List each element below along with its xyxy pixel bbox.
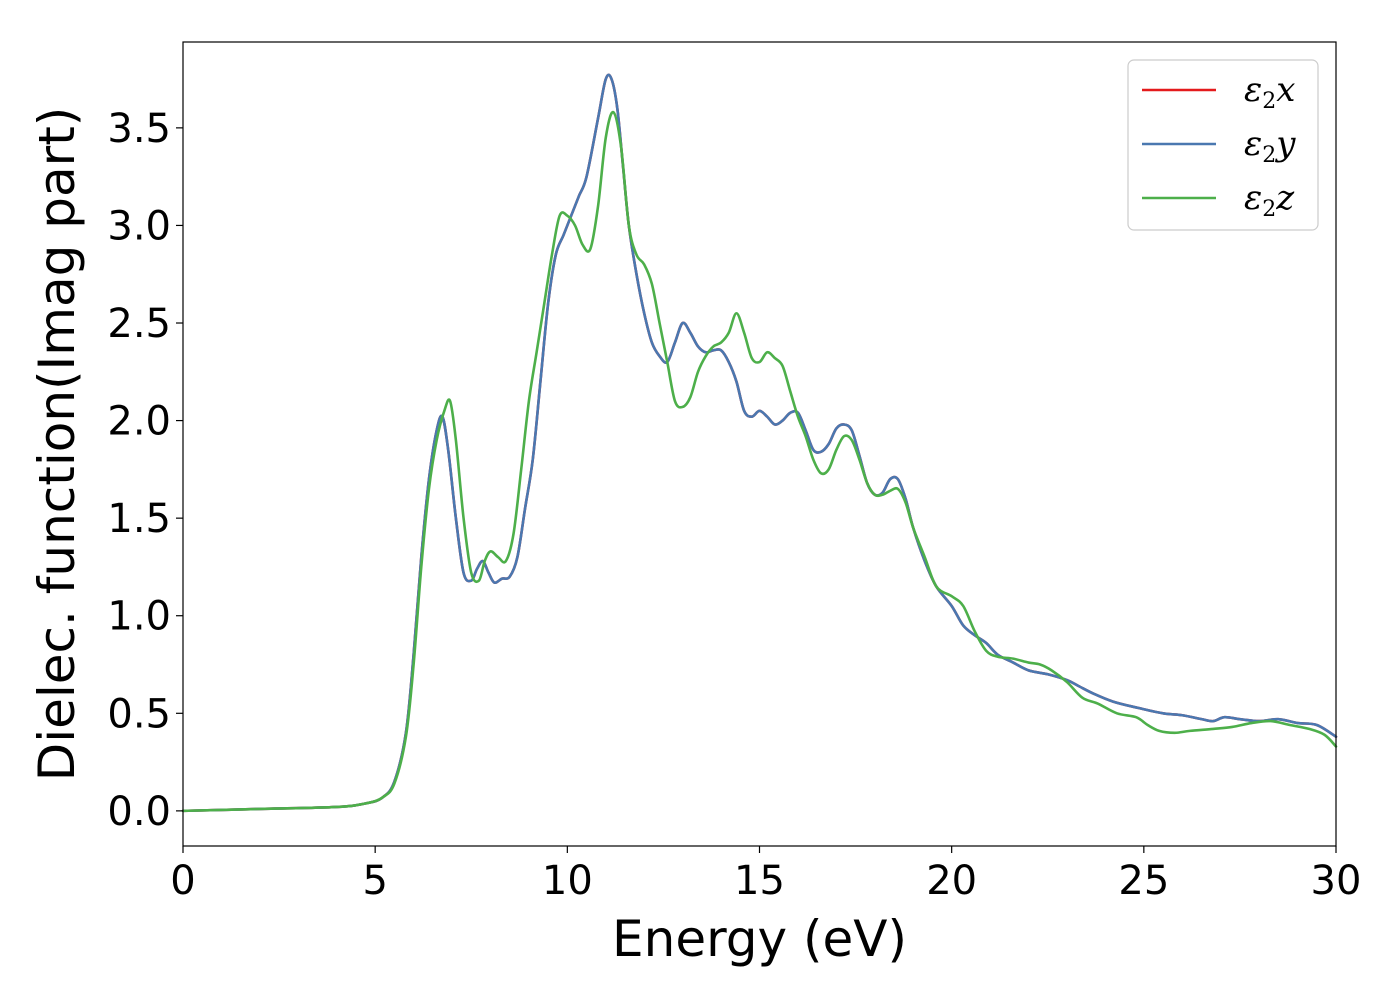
x-tick-label: 10 <box>542 858 593 904</box>
y-tick-label: 3.0 <box>107 203 171 249</box>
y-tick-label: 0.0 <box>107 789 171 835</box>
x-axis-title: Energy (eV) <box>612 910 907 968</box>
x-tick-label: 20 <box>926 858 977 904</box>
legend-symbol: ε <box>1244 70 1262 110</box>
legend-subscript: 2 <box>1262 143 1276 168</box>
y-tick-label: 0.5 <box>107 691 171 737</box>
series-layer <box>181 73 1338 813</box>
y-axis: 0.0 0.5 1.0 1.5 2.0 2.5 3.0 3.5 <box>107 106 183 835</box>
series-line-y <box>181 73 1338 813</box>
legend-variable: y <box>1274 124 1296 164</box>
legend-label-z: ε2z <box>1244 178 1295 222</box>
y-tick-label: 2.5 <box>107 301 171 347</box>
x-tick-label: 5 <box>362 858 387 904</box>
legend-label-x: ε2x <box>1244 70 1295 114</box>
x-axis: 0 5 10 15 20 25 30 <box>170 846 1361 904</box>
y-tick-label: 3.5 <box>107 106 171 152</box>
y-axis-title: Dielec. function(Imag part) <box>28 107 86 782</box>
legend-box <box>1127 59 1319 231</box>
x-tick-label: 15 <box>734 858 785 904</box>
legend-label-y: ε2y <box>1244 124 1296 168</box>
legend-symbol: ε <box>1244 178 1262 218</box>
legend-variable: x <box>1276 70 1295 110</box>
y-tick-label: 2.0 <box>107 399 171 445</box>
x-tick-label: 0 <box>170 858 195 904</box>
x-tick-label: 30 <box>1311 858 1362 904</box>
y-tick-label: 1.5 <box>107 496 171 542</box>
x-tick-label: 25 <box>1118 858 1169 904</box>
legend-symbol: ε <box>1244 124 1262 164</box>
y-tick-label: 1.0 <box>107 594 171 640</box>
legend-subscript: 2 <box>1262 89 1276 114</box>
series-line-z <box>181 110 1338 813</box>
legend-subscript: 2 <box>1262 197 1276 222</box>
legend-variable: z <box>1275 178 1295 218</box>
